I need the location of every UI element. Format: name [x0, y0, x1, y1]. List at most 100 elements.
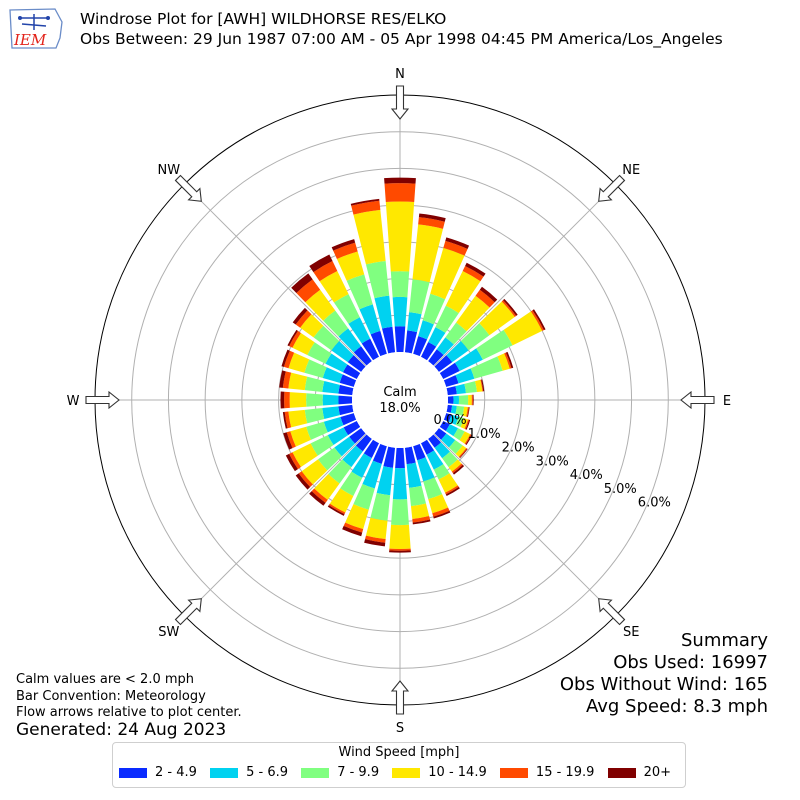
- wind-bar-segment: [280, 391, 285, 409]
- wind-bar-segment: [443, 413, 452, 422]
- flow-arrow-icon: [680, 390, 715, 410]
- wind-bar-segment: [472, 394, 474, 406]
- wind-bar-segment: [459, 448, 468, 459]
- wind-bar-segment: [328, 459, 352, 484]
- wind-bar-segment: [333, 294, 360, 324]
- wind-bar-segment: [428, 434, 442, 448]
- obs-without-wind: Obs Without Wind: 165: [559, 674, 768, 695]
- wind-bar-segment: [390, 271, 410, 298]
- radial-tick-label: 6.0%: [638, 496, 671, 511]
- wind-bar-segment: [284, 391, 290, 409]
- wind-bar-segment: [445, 237, 470, 249]
- wind-bar-segment: [428, 327, 446, 347]
- wind-bar-segment: [292, 443, 318, 468]
- wind-bar-segment: [325, 353, 348, 373]
- radial-tick-label: 3.0%: [536, 454, 569, 469]
- legend-label: 20+: [643, 765, 671, 780]
- flow-arrow-shape: [598, 174, 626, 202]
- wind-bar-segment: [412, 519, 431, 525]
- wind-bar-segment: [292, 332, 315, 355]
- wind-bar-segment: [364, 539, 386, 547]
- flow-arrow-icon: [174, 174, 202, 202]
- wind-bar-segment: [339, 374, 357, 387]
- wind-bar-segment: [481, 379, 485, 392]
- wind-bar-segment: [389, 548, 411, 551]
- direction-label: N: [395, 67, 405, 82]
- wind-bar-segment: [290, 426, 311, 447]
- wind-bar-segment: [305, 289, 336, 321]
- legend-swatch: [392, 767, 421, 778]
- wind-bar-segment: [310, 435, 334, 456]
- wind-bar-segment: [347, 355, 366, 372]
- wind-bar-segment: [455, 416, 464, 428]
- wind-bar-segment: [413, 336, 428, 357]
- wind-bar-segment: [331, 341, 354, 363]
- legend-swatch: [119, 767, 147, 778]
- wind-bar-segment: [453, 395, 460, 405]
- legend-item: 20+: [607, 765, 671, 780]
- wind-bar-segment: [331, 239, 356, 251]
- iem-logo: IEM: [9, 8, 63, 49]
- wind-bar-segment: [455, 368, 475, 384]
- wind-bar-segment: [351, 200, 381, 215]
- wind-bar-segment: [407, 312, 422, 333]
- wind-bar-segment: [392, 468, 408, 500]
- grid-spoke: [183, 183, 367, 367]
- wind-bar-segment: [460, 323, 490, 351]
- wind-bar-segment: [384, 177, 416, 184]
- wind-bar-segment: [327, 505, 345, 516]
- wind-bar-segment: [322, 367, 343, 383]
- wind-bar-segment: [343, 420, 361, 436]
- wind-bar-segment: [439, 362, 460, 380]
- wind-bar-segment: [304, 408, 325, 424]
- wind-bar-segment: [376, 466, 393, 496]
- wind-bar-segment: [365, 517, 388, 540]
- wind-bar-segment: [286, 431, 296, 449]
- wind-bar-segment: [391, 499, 409, 526]
- wind-bar-segment: [420, 341, 437, 361]
- direction-label: SW: [158, 625, 179, 640]
- wind-bar-segment: [409, 485, 427, 507]
- wind-bar-segment: [363, 439, 380, 459]
- wind-bar-segment: [394, 326, 406, 353]
- wind-bar-segment: [448, 439, 463, 454]
- wind-bar-segment: [348, 317, 371, 344]
- legend-item: 5 - 6.9: [210, 765, 288, 780]
- wind-bar-segment: [342, 445, 363, 468]
- wind-bar-segment: [329, 488, 354, 513]
- wind-bar-segment: [298, 471, 313, 488]
- direction-label: S: [396, 721, 404, 736]
- wind-bar-segment: [464, 419, 470, 430]
- legend-swatch: [607, 767, 636, 778]
- direction-label: NE: [622, 163, 640, 178]
- wind-bar-segment: [309, 491, 326, 506]
- flow-arrow-icon: [390, 680, 410, 715]
- wind-bar-segment: [467, 407, 470, 418]
- legend-swatch: [210, 767, 239, 778]
- wind-bar-segment: [334, 436, 355, 457]
- obs-used: Obs Used: 16997: [613, 652, 768, 673]
- wind-bar-segment: [503, 298, 518, 316]
- wind-bar-segment: [370, 492, 391, 521]
- direction-label: NW: [157, 163, 180, 178]
- grid-spoke: [183, 433, 367, 617]
- wind-bar-segment: [295, 310, 312, 328]
- wind-bar-segment: [288, 372, 308, 391]
- wind-bar-segment: [304, 376, 325, 392]
- wind-bar-segment: [412, 515, 431, 523]
- wind-bar-segment: [338, 328, 362, 353]
- wind-bar-segment: [350, 198, 380, 206]
- wind-bar-segment: [458, 447, 468, 458]
- legend-label: 5 - 6.9: [246, 765, 288, 780]
- wind-bar-segment: [309, 254, 333, 273]
- wind-bar-segment: [404, 330, 418, 354]
- wind-bar-segment: [301, 459, 328, 485]
- wind-bar-segment: [351, 453, 372, 478]
- wind-bar-segment: [530, 310, 544, 331]
- wind-bar-segment: [475, 379, 483, 393]
- wind-bar-segment: [306, 421, 328, 440]
- avg-speed: Avg Speed: 8.3 mph: [586, 696, 768, 717]
- wind-bar-segment: [283, 432, 293, 450]
- wind-bar-segment: [317, 447, 342, 471]
- summary-panel: Summary Obs Used: 16997 Obs Without Wind…: [560, 630, 768, 718]
